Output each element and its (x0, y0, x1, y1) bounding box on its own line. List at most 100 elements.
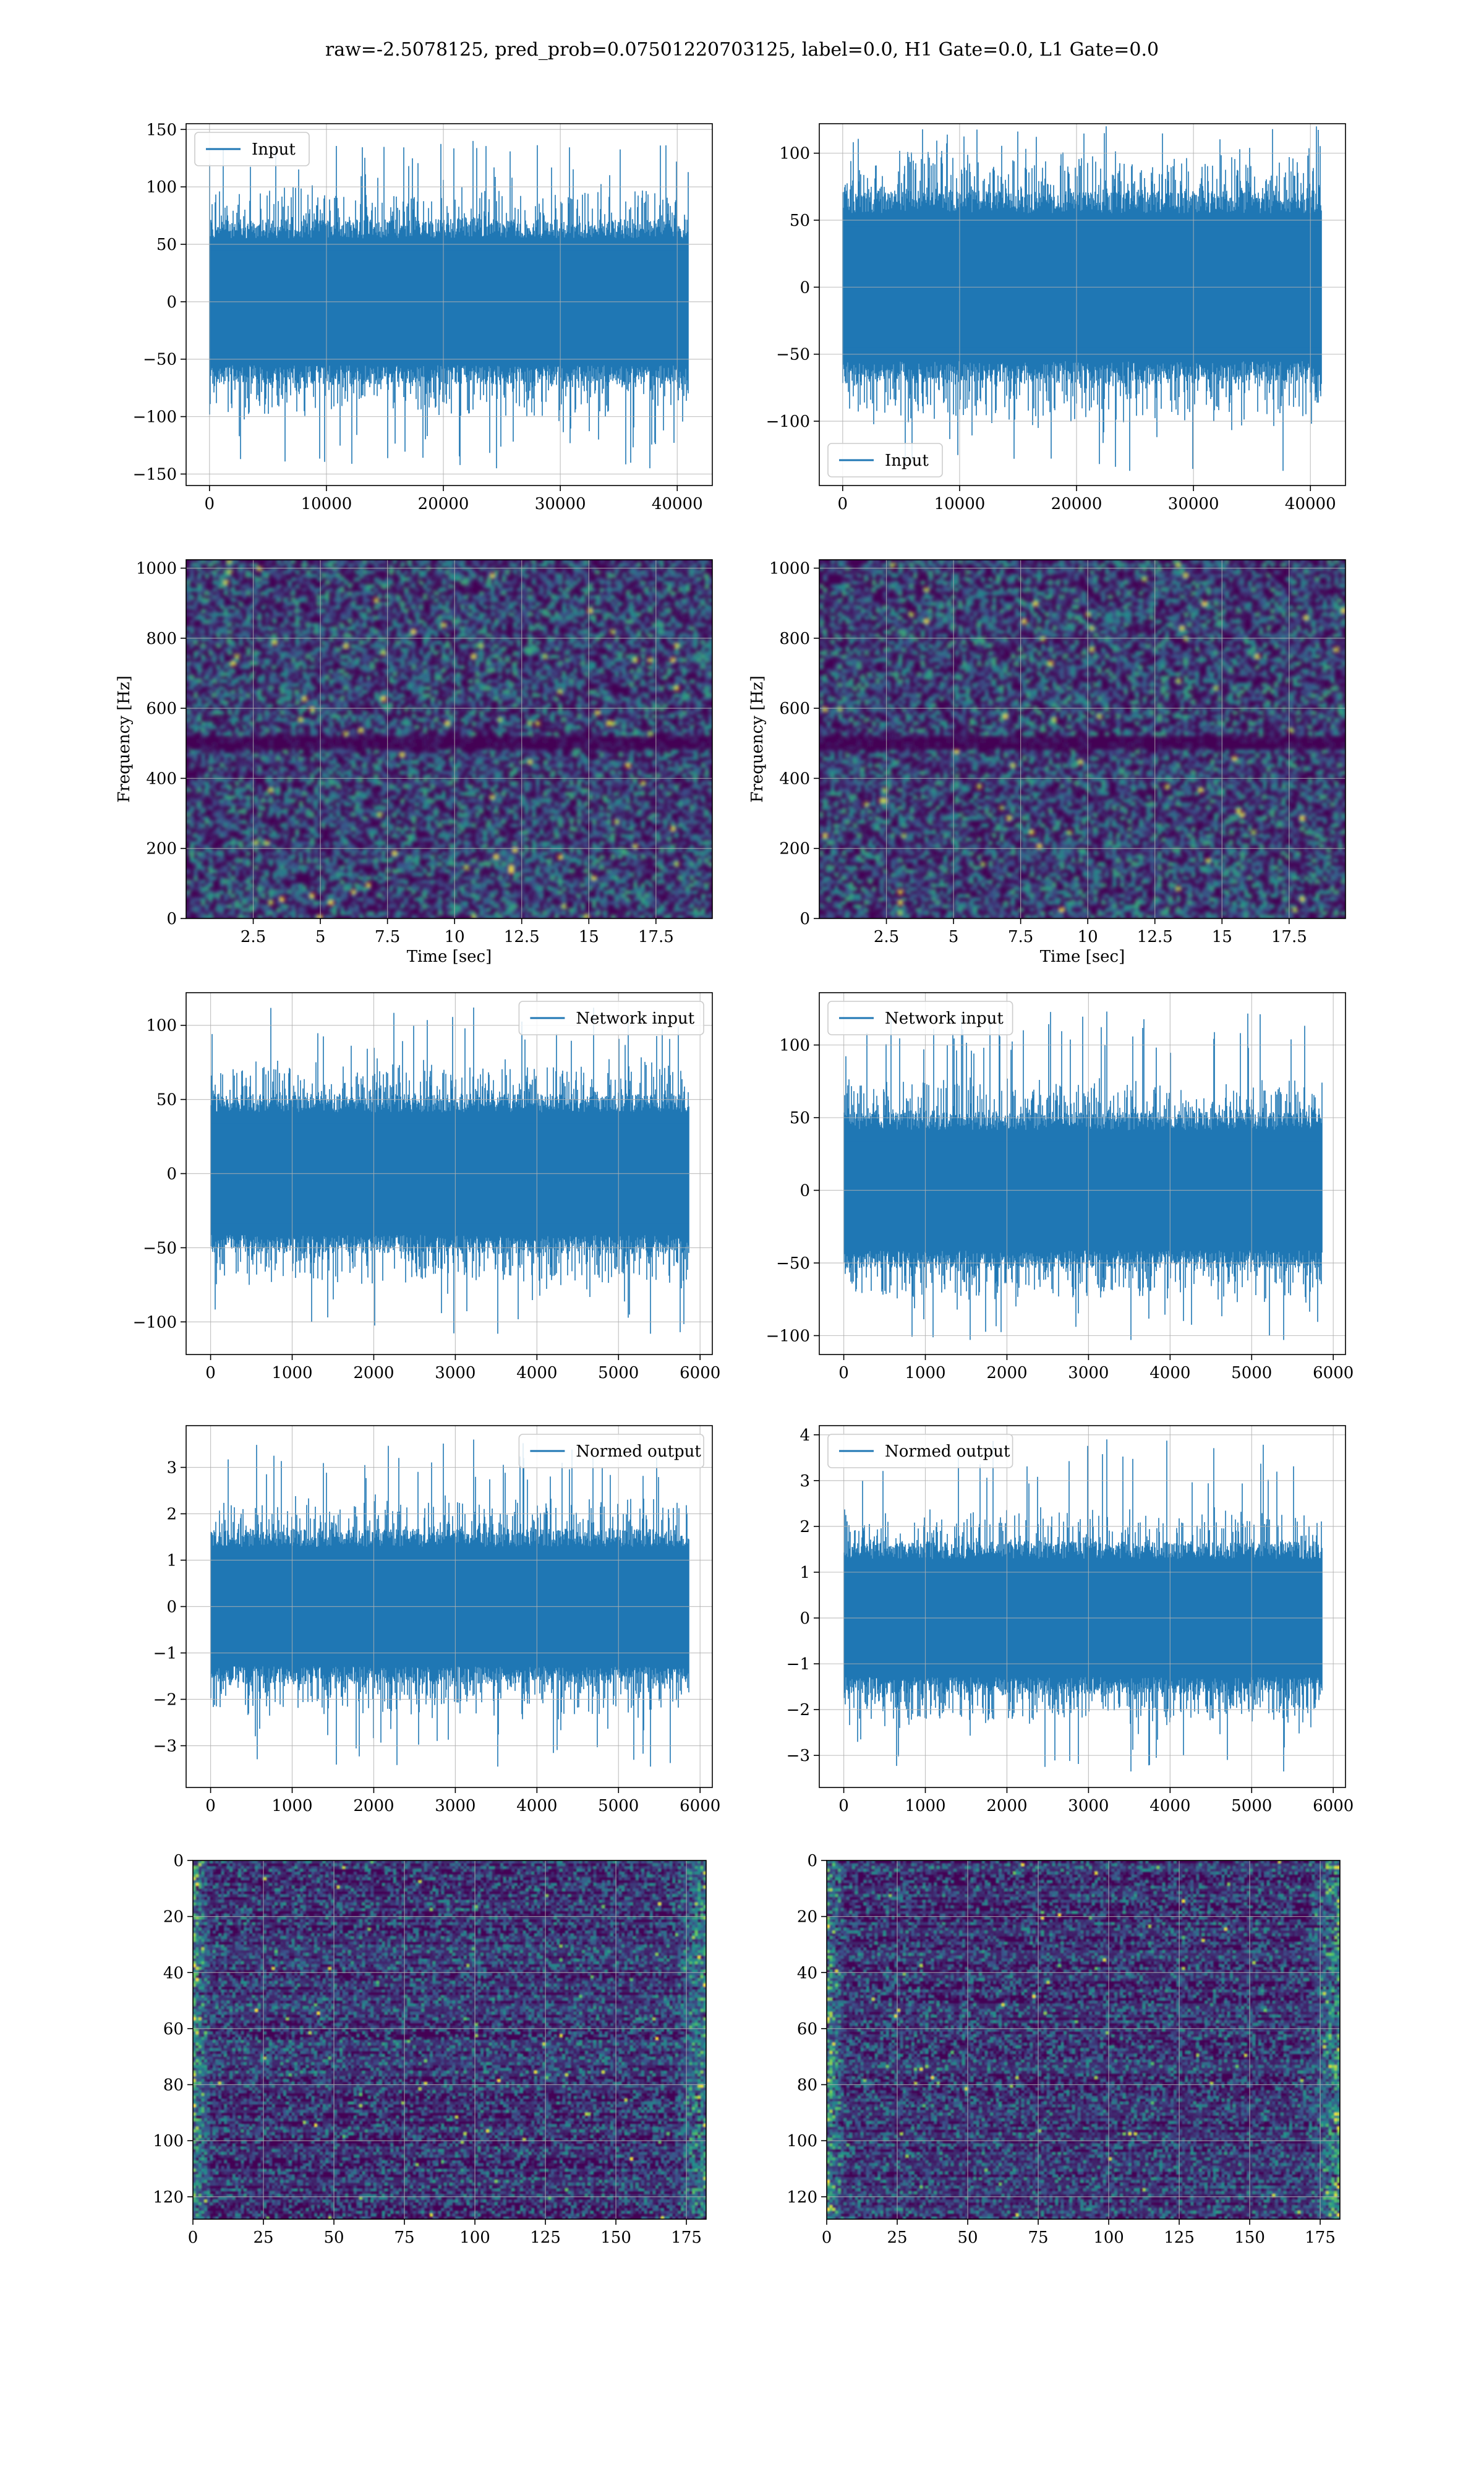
legend-label: Normed output (885, 1442, 1010, 1461)
y-tick-label: 0 (800, 1609, 810, 1628)
x-tick-label: 0 (838, 1364, 849, 1382)
plot-area (186, 560, 712, 918)
y-tick-label: 600 (779, 700, 810, 718)
y-tick-label: 1000 (769, 560, 810, 578)
legend-label: Input (885, 452, 929, 470)
chart-norm-left: 0 1000 2000 3000 4000 5000 6000 −3 −2 −1 0 1 2 3 Norme… (153, 1425, 720, 1815)
y-tick-label: 1 (166, 1552, 177, 1570)
y-tick-label: 120 (153, 2188, 184, 2207)
chart-feat-right: 0 25 50 75 100 125 150 175 0 20 40 60 80 100 120 (787, 1852, 1341, 2247)
x-tick-label: 1000 (271, 1797, 312, 1815)
y-axis-label: Frequency [Hz] (748, 675, 767, 803)
y-axis-label: Frequency [Hz] (115, 675, 134, 803)
x-tick-label: 15 (579, 928, 599, 946)
y-tick-label: 40 (163, 1964, 184, 1982)
x-tick-label: 4000 (1149, 1364, 1190, 1382)
figure-title: raw=-2.5078125, pred_prob=0.075012207031… (325, 39, 1159, 61)
x-tick-label: 1000 (905, 1364, 945, 1382)
y-tick-label: 800 (779, 630, 810, 648)
y-tick-label: 800 (146, 630, 177, 648)
x-tick-label: 25 (887, 2228, 907, 2247)
chart-input-left: 0 10000 20000 30000 40000 −150 −100 −50 0 50 100 15… (133, 121, 713, 513)
y-tick-label: 80 (163, 2076, 184, 2095)
y-tick-label: 100 (153, 2132, 184, 2151)
x-tick-label: 3000 (435, 1797, 475, 1815)
y-tick-label: 150 (146, 121, 177, 139)
axes-frame (186, 123, 713, 486)
legend-label: Input (252, 140, 296, 159)
x-tick-label: 10 (445, 928, 465, 946)
x-tick-label: 2000 (986, 1364, 1027, 1382)
x-tick-label: 2.5 (874, 928, 899, 946)
y-tick-label: 100 (779, 145, 810, 163)
x-tick-label: 1000 (905, 1797, 945, 1815)
y-tick-label: 400 (779, 769, 810, 788)
x-tick-label: 3000 (1068, 1364, 1109, 1382)
x-tick-label: 30000 (1168, 495, 1219, 513)
legend-label: Network input (885, 1009, 1004, 1028)
y-tick-label: 20 (163, 1908, 184, 1927)
x-tick-label: 4000 (1149, 1797, 1190, 1815)
x-tick-label: 2.5 (241, 928, 266, 946)
x-tick-label: 12.5 (1137, 928, 1173, 946)
legend: Input (194, 132, 310, 166)
x-tick-label: 6000 (1313, 1797, 1354, 1815)
plot-area (819, 560, 1345, 918)
grid-lines (192, 1860, 706, 2219)
chart-net-right: 0 1000 2000 3000 4000 5000 6000 −100 −50 0 50 100 Ne… (766, 992, 1354, 1382)
x-tick-label: 6000 (680, 1797, 720, 1815)
axes-frame (186, 559, 713, 919)
heatmap-cells (819, 560, 1345, 918)
chart-net-left: 0 1000 2000 3000 4000 5000 6000 −100 −50 0 50 100 Ne… (133, 992, 720, 1382)
y-tick-label: 200 (779, 840, 810, 858)
y-tick-label: 100 (146, 1017, 177, 1035)
y-tick-label: 80 (797, 2076, 817, 2095)
x-tick-label: 6000 (1313, 1364, 1354, 1382)
y-tick-label: 0 (166, 1165, 177, 1184)
y-tick-label: 200 (146, 840, 177, 858)
x-tick-label: 175 (671, 2228, 702, 2247)
x-tick-label: 4000 (516, 1797, 557, 1815)
x-tick-label: 3000 (1068, 1797, 1109, 1815)
y-tick-label: 50 (790, 212, 810, 230)
plot-area (186, 124, 712, 486)
x-tick-label: 25 (253, 2228, 273, 2247)
x-tick-label: 175 (1305, 2228, 1336, 2247)
y-tick-label: 60 (797, 2020, 817, 2039)
x-tick-label: 30000 (535, 495, 586, 513)
x-tick-label: 0 (838, 1797, 849, 1815)
legend: Normed output (827, 1434, 1013, 1468)
axes-frame (826, 1860, 1341, 2220)
x-tick-label: 6000 (680, 1364, 720, 1382)
y-tick-label: −100 (133, 408, 177, 427)
x-tick-label: 15 (1212, 928, 1232, 946)
y-tick-label: 0 (166, 910, 177, 928)
y-tick-label: 60 (163, 2020, 184, 2039)
y-tick-label: 50 (156, 236, 177, 254)
legend: Network input (827, 1001, 1013, 1035)
x-tick-label: 0 (205, 1364, 216, 1382)
y-tick-label: −3 (787, 1747, 810, 1765)
x-tick-label: 17.5 (638, 928, 674, 946)
axes-frame (819, 1425, 1346, 1788)
legend: Normed output (518, 1434, 704, 1468)
x-tick-label: 7.5 (375, 928, 400, 946)
y-tick-label: 1 (800, 1564, 810, 1582)
plot-area (827, 1860, 1340, 2219)
plot-area (193, 1860, 706, 2219)
x-tick-label: 17.5 (1271, 928, 1307, 946)
x-axis-label: Time [sec] (1040, 948, 1125, 966)
y-tick-label: 0 (173, 1852, 184, 1870)
axes-frame (819, 123, 1346, 486)
y-tick-label: 600 (146, 700, 177, 718)
y-tick-label: −2 (153, 1691, 177, 1710)
x-tick-label: 0 (188, 2228, 198, 2247)
x-tick-label: 2000 (986, 1797, 1027, 1815)
x-tick-label: 4000 (516, 1364, 557, 1382)
y-tick-label: −100 (766, 413, 810, 431)
y-tick-label: 4 (800, 1426, 810, 1445)
y-tick-label: 0 (800, 278, 810, 297)
y-tick-label: 0 (807, 1852, 817, 1870)
chart-norm-right: 0 1000 2000 3000 4000 5000 6000 −3 −2 −1 0 1 2 3 4 Norm… (787, 1425, 1354, 1815)
